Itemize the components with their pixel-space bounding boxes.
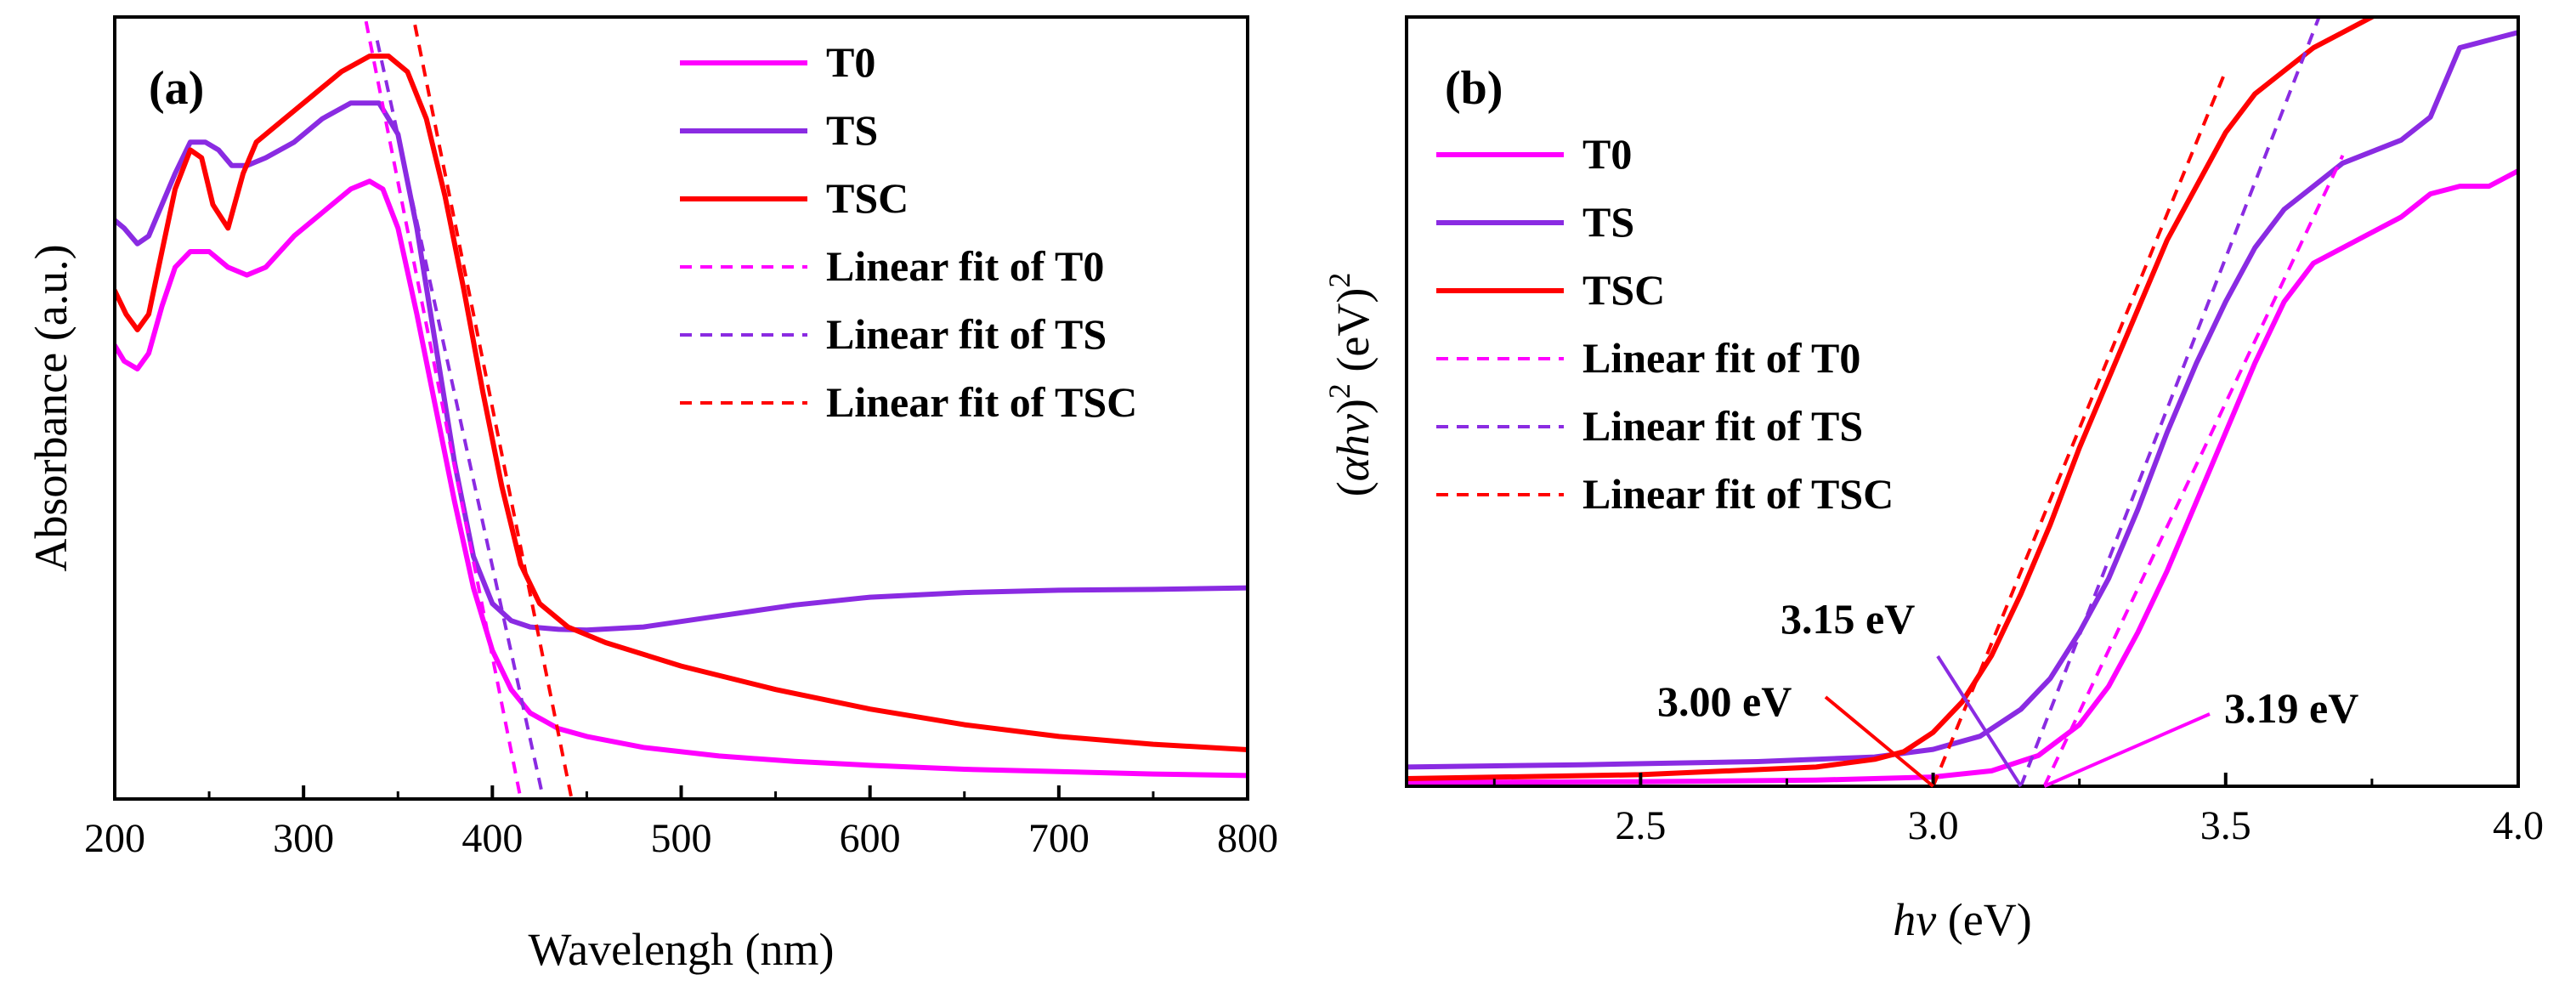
legend-entry: Linear fit of T0: [826, 242, 1104, 290]
series-linear-fit-of-t0: [2042, 155, 2345, 786]
annotation-pointer: [1936, 654, 2023, 788]
legend-entry: Linear fit of TSC: [826, 378, 1137, 426]
series-tsc: [1407, 17, 2378, 781]
x-tick-label: 500: [651, 816, 712, 861]
annotation-label: 3.00 eV: [1657, 677, 1792, 725]
plot-area: [1407, 17, 2518, 786]
plot-area: [115, 17, 1248, 799]
legend-entry: Linear fit of TS: [1582, 402, 1863, 450]
x-tick-label: 200: [84, 816, 145, 861]
legend-entry: Linear fit of TS: [826, 310, 1107, 358]
series-linear-fit-of-tsc: [413, 24, 574, 799]
x-tick-label: 800: [1217, 816, 1278, 861]
axes-frame: [1405, 15, 2520, 788]
annotation-label: 3.19 eV: [2224, 684, 2358, 732]
series-linear-fit-of-tsc: [1931, 70, 2228, 786]
chart-panel-a: 200 300 400 500 600 700 800 (a) Wavelengh (nm) Ab…: [25, 15, 1278, 975]
panel-label: (a): [149, 62, 204, 115]
series-ts: [115, 100, 1248, 633]
x-tick-label: 3.0: [1908, 803, 1959, 848]
annotation-0: 3.00 eV: [1657, 677, 1934, 788]
legend-entry: TS: [826, 106, 878, 154]
panel-label: (b): [1445, 62, 1503, 115]
annotation-2: 3.19 eV: [2043, 684, 2358, 788]
x-tick-label: 2.5: [1615, 803, 1666, 848]
legend-entry: Linear fit of TSC: [1582, 470, 1894, 518]
x-tick-label: 400: [461, 816, 523, 861]
legend-entry: TSC: [826, 174, 909, 222]
series-t0: [1407, 168, 2518, 785]
y-axis-label: (αhv)2 (eV)2: [1322, 273, 1379, 497]
x-axis-label: Wavelengh (nm): [528, 924, 834, 975]
series-linear-fit-of-ts: [2018, 17, 2321, 786]
annotation-pointer: [2043, 712, 2211, 788]
legend-entry: Linear fit of T0: [1582, 334, 1860, 382]
series-linear-fit-of-ts: [375, 40, 546, 799]
annotation-label: 3.15 eV: [1781, 595, 1915, 643]
chart-panel-b: 2.5 3.0 3.5 4.0 (b) hv (eV) (αhv)2 (eV)2 T0 TS TS…: [1322, 15, 2544, 945]
annotation-pointer: [1824, 695, 1934, 788]
series-t0: [115, 178, 1248, 779]
legend-entry: TS: [1582, 198, 1634, 246]
x-tick-label: 300: [273, 816, 334, 861]
x-tick-label: 700: [1028, 816, 1090, 861]
series-tsc: [115, 54, 1248, 752]
x-axis-label: hv (eV): [1893, 894, 2031, 945]
legend-entry: T0: [826, 38, 875, 86]
y-axis-label: Absorbance (a.u.): [25, 244, 76, 571]
annotation-1: 3.15 eV: [1781, 595, 2023, 788]
legend: T0 TS TSC Linear fit of T0 Linear fit of TS L…: [1436, 130, 1894, 518]
x-tick-label: 3.5: [2200, 803, 2251, 848]
series-linear-fit-of-t0: [363, 17, 523, 799]
x-tick-label: 600: [840, 816, 901, 861]
legend-entry: TSC: [1582, 266, 1665, 314]
legend: T0 TS TSC Linear fit of T0 Linear fit of TS L…: [680, 38, 1137, 426]
x-tick-label: 4.0: [2493, 803, 2544, 848]
legend-entry: T0: [1582, 130, 1632, 178]
series-ts: [1407, 30, 2518, 770]
